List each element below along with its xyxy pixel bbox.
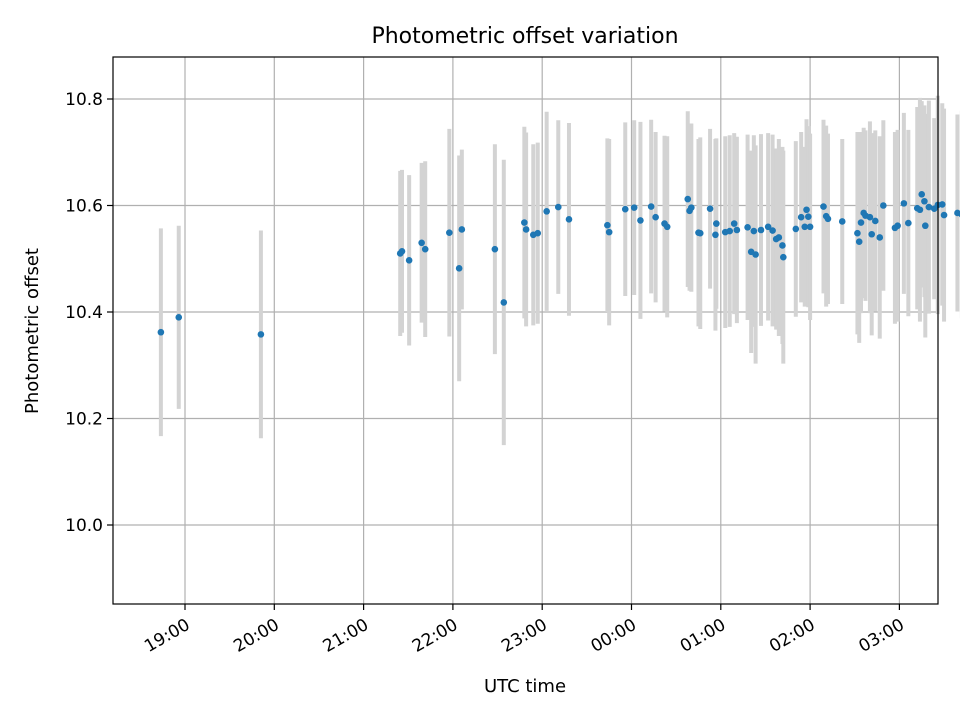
x-axis-label: UTC time <box>484 676 566 697</box>
data-point <box>938 201 946 208</box>
data-point <box>921 222 929 230</box>
plot-area-frame <box>112 56 939 605</box>
data-point <box>688 204 695 211</box>
data-point <box>918 191 926 198</box>
data-point <box>733 226 741 234</box>
data-point <box>175 314 183 321</box>
data-point <box>757 226 765 234</box>
data-point <box>925 203 933 211</box>
data-point <box>868 230 876 238</box>
data-point <box>647 203 655 210</box>
y-tick-label: 10.8 <box>65 90 103 110</box>
data-points <box>157 191 960 338</box>
data-point <box>900 200 908 207</box>
data-point <box>824 215 832 223</box>
y-axis-label: Photometric offset <box>22 248 43 414</box>
data-point <box>876 234 884 241</box>
data-point <box>706 205 714 212</box>
data-point <box>458 226 466 233</box>
data-point <box>522 226 530 233</box>
data-point <box>805 213 812 220</box>
data-point <box>730 220 738 227</box>
data-point <box>855 238 863 246</box>
data-point <box>916 206 924 214</box>
data-point <box>157 328 165 336</box>
data-point <box>621 205 629 213</box>
data-point <box>780 253 787 261</box>
data-point <box>455 265 463 272</box>
data-point <box>554 203 562 211</box>
data-point <box>446 229 453 236</box>
y-axis-ticks: 10.0 10.2 10.4 10.6 10.8 <box>65 90 113 536</box>
data-point <box>605 228 613 236</box>
data-point <box>637 217 644 224</box>
data-point <box>940 211 948 219</box>
data-point <box>726 227 734 235</box>
data-point <box>500 299 508 306</box>
data-point <box>779 242 786 249</box>
data-point <box>866 213 874 221</box>
data-point <box>713 220 720 227</box>
data-point <box>905 219 912 227</box>
y-tick-label: 10.2 <box>65 410 103 430</box>
data-point <box>792 225 800 233</box>
data-point <box>534 229 542 237</box>
data-point <box>797 213 805 221</box>
data-point <box>806 223 814 231</box>
data-point <box>521 219 528 226</box>
data-point <box>854 229 861 237</box>
data-point <box>630 204 638 211</box>
data-point <box>750 227 758 235</box>
data-point <box>803 206 810 214</box>
data-point <box>880 202 887 209</box>
data-point <box>565 216 573 223</box>
data-point <box>604 221 611 229</box>
data-point <box>871 217 879 225</box>
data-point <box>954 209 960 217</box>
data-point <box>752 251 759 258</box>
data-point <box>257 331 265 338</box>
data-point <box>744 224 751 231</box>
data-point <box>398 247 406 255</box>
data-point <box>696 229 704 237</box>
data-point <box>857 219 865 226</box>
data-point <box>801 223 809 231</box>
y-tick-label: 10.6 <box>65 197 103 217</box>
data-point <box>684 195 692 203</box>
data-point <box>405 257 413 264</box>
data-point <box>894 222 901 230</box>
data-point <box>491 245 499 253</box>
chart-title: Photometric offset variation <box>371 24 678 49</box>
data-point <box>418 239 425 247</box>
data-point <box>775 234 783 241</box>
data-point <box>769 227 776 234</box>
data-point <box>921 197 928 205</box>
data-point <box>712 231 719 239</box>
data-point <box>764 223 772 231</box>
data-point <box>543 208 550 215</box>
data-point <box>663 223 671 231</box>
data-point <box>421 245 429 253</box>
y-tick-label: 10.0 <box>65 516 103 536</box>
y-tick-label: 10.4 <box>65 303 103 323</box>
data-point <box>838 218 846 225</box>
data-point <box>820 203 827 210</box>
data-point <box>652 213 659 221</box>
